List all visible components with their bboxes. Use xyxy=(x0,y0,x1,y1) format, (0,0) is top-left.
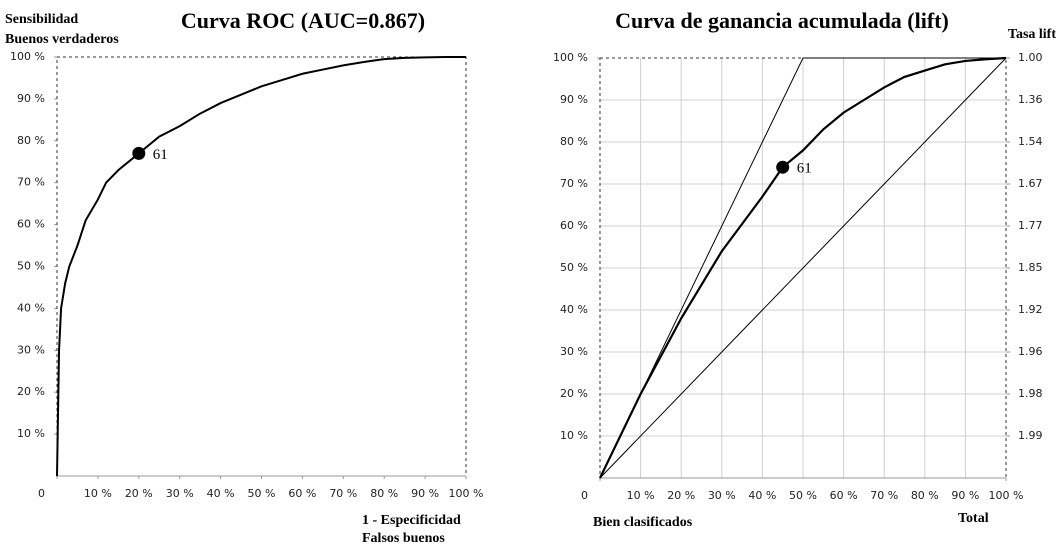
x-axis-label: Falsos buenos xyxy=(362,531,445,546)
y-tick-label: 40 % xyxy=(17,301,45,314)
y2-tick-label: 1.96 xyxy=(1018,345,1043,358)
x-tick-label: 90 % xyxy=(411,487,439,500)
x-tick-label: 70 % xyxy=(329,487,357,500)
y-tick-label: 10 % xyxy=(560,429,588,442)
y2-tick-label: 1.36 xyxy=(1018,93,1043,106)
y2-tick-label: 1.98 xyxy=(1018,387,1043,400)
y-tick-label: 10 % xyxy=(17,427,45,440)
y-tick-label: 30 % xyxy=(17,343,45,356)
y-tick-label: 70 % xyxy=(17,176,45,189)
x-tick-label: 10 % xyxy=(627,489,655,502)
y2-tick-label: 1.99 xyxy=(1018,429,1043,442)
chart-title: Curva ROC (AUC=0.867) xyxy=(181,8,425,33)
marker-point xyxy=(132,146,146,160)
y-tick-label: 90 % xyxy=(17,92,45,105)
series-line xyxy=(56,56,466,477)
y-tick-label: 80 % xyxy=(17,134,45,147)
x-tick-label: 90 % xyxy=(951,489,979,502)
y-axis-label: Buenos verdaderos xyxy=(5,32,119,47)
x-tick-label: 60 % xyxy=(830,489,858,502)
y-tick-label: 60 % xyxy=(17,218,45,231)
x-tick-label: 0 xyxy=(581,489,588,502)
x-tick-label: 100 % xyxy=(449,487,484,500)
y-axis-label: Sensibilidad xyxy=(5,12,78,27)
y-tick-label: 70 % xyxy=(560,177,588,190)
y-tick-label: 40 % xyxy=(560,303,588,316)
x-tick-label: 50 % xyxy=(789,489,817,502)
x-tick-label: 10 % xyxy=(84,487,112,500)
x-tick-label: 80 % xyxy=(370,487,398,500)
y2-tick-label: 1.85 xyxy=(1018,261,1043,274)
y-tick-label: 50 % xyxy=(560,261,588,274)
series-line xyxy=(599,57,1006,479)
marker-point xyxy=(776,160,790,174)
y2-tick-label: 1.92 xyxy=(1018,303,1043,316)
x-tick-label: 80 % xyxy=(911,489,939,502)
x-axis-label: Bien clasificados xyxy=(593,515,693,530)
marker-label: 61 xyxy=(153,147,168,163)
chart-title: Curva de ganancia acumulada (lift) xyxy=(615,8,949,33)
series-line xyxy=(599,57,1007,479)
x-tick-label: 40 % xyxy=(207,487,235,500)
y-tick-label: 20 % xyxy=(17,385,45,398)
y-tick-label: 100 % xyxy=(553,51,588,64)
x-tick-label: 20 % xyxy=(125,487,153,500)
x-tick-label: 30 % xyxy=(166,487,194,500)
marker-label: 61 xyxy=(797,161,812,177)
y-tick-label: 60 % xyxy=(560,219,588,232)
y-tick-label: 80 % xyxy=(560,135,588,148)
y2-tick-label: 1.77 xyxy=(1018,219,1043,232)
x-tick-label: 30 % xyxy=(708,489,736,502)
x-axis-label: 1 - Especificidad xyxy=(362,513,461,528)
y2-tick-label: 1.54 xyxy=(1018,135,1043,148)
y2-tick-label: 1.67 xyxy=(1018,177,1043,190)
x-tick-label: 70 % xyxy=(870,489,898,502)
x-tick-label: 50 % xyxy=(248,487,276,500)
x-axis-label: Total xyxy=(958,511,989,526)
y2-axis-label: Tasa lift xyxy=(1008,27,1056,42)
plot-frame xyxy=(56,56,467,477)
x-tick-label: 40 % xyxy=(748,489,776,502)
x-tick-label: 20 % xyxy=(667,489,695,502)
x-tick-label: 60 % xyxy=(288,487,316,500)
series-line xyxy=(599,56,1007,479)
y-tick-label: 50 % xyxy=(17,260,45,273)
y-tick-label: 20 % xyxy=(560,387,588,400)
y-tick-label: 90 % xyxy=(560,93,588,106)
x-tick-label: 0 xyxy=(38,487,45,500)
y-tick-label: 100 % xyxy=(10,50,45,63)
y2-tick-label: 1.00 xyxy=(1018,51,1043,64)
x-tick-label: 100 % xyxy=(989,489,1024,502)
y-tick-label: 30 % xyxy=(560,345,588,358)
